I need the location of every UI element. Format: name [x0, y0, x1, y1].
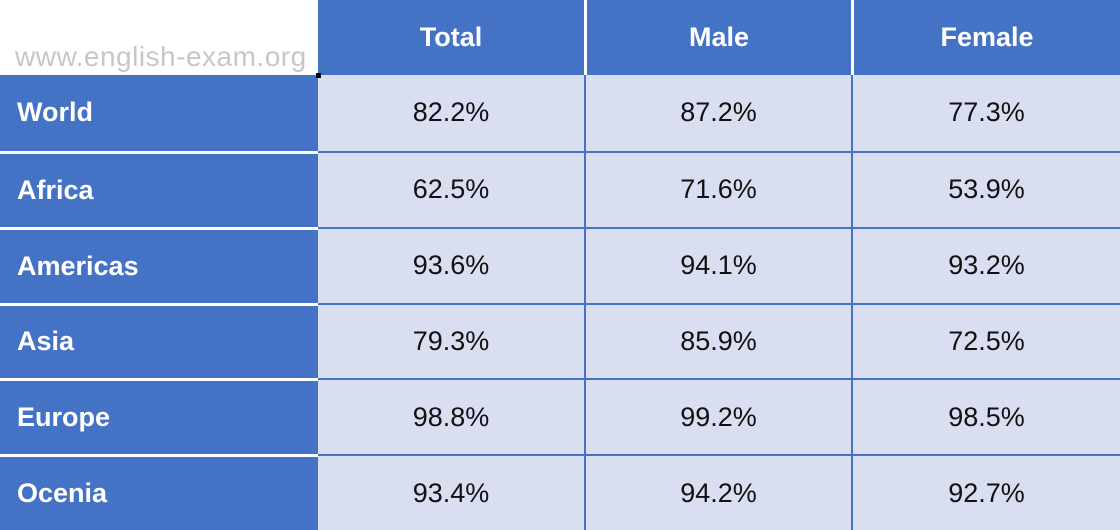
data-cell-americas-female: 93.2% — [851, 226, 1120, 303]
data-cell-africa-total: 62.5% — [318, 150, 584, 227]
data-cell-world-female: 77.3% — [851, 75, 1120, 151]
row-label-europe: Europe — [0, 378, 318, 455]
row-label-asia: Asia — [0, 302, 318, 379]
data-cell-americas-total: 93.6% — [318, 226, 584, 303]
data-cell-asia-male: 85.9% — [584, 302, 851, 379]
data-cell-africa-female: 53.9% — [851, 150, 1120, 227]
column-header-female: Female — [851, 0, 1120, 75]
data-cell-europe-male: 99.2% — [584, 378, 851, 455]
data-cell-europe-total: 98.8% — [318, 378, 584, 455]
row-label-africa: Africa — [0, 150, 318, 227]
watermark-text: www.english-exam.org — [15, 41, 307, 72]
data-cell-ocenia-male: 94.2% — [584, 454, 851, 530]
data-cell-asia-total: 79.3% — [318, 302, 584, 379]
data-cell-ocenia-total: 93.4% — [318, 454, 584, 530]
column-header-total: Total — [318, 0, 584, 75]
data-cell-americas-male: 94.1% — [584, 226, 851, 303]
row-label-ocenia: Ocenia — [0, 454, 318, 530]
data-cell-asia-female: 72.5% — [851, 302, 1120, 379]
column-header-male: Male — [584, 0, 851, 75]
row-label-americas: Americas — [0, 226, 318, 303]
fill-handle-marker — [316, 73, 321, 78]
data-cell-europe-female: 98.5% — [851, 378, 1120, 455]
row-label-world: World — [0, 75, 318, 151]
data-cell-ocenia-female: 92.7% — [851, 454, 1120, 530]
data-cell-africa-male: 71.6% — [584, 150, 851, 227]
data-cell-world-male: 87.2% — [584, 75, 851, 151]
data-cell-world-total: 82.2% — [318, 75, 584, 151]
table-corner-cell: www.english-exam.org — [0, 0, 321, 78]
